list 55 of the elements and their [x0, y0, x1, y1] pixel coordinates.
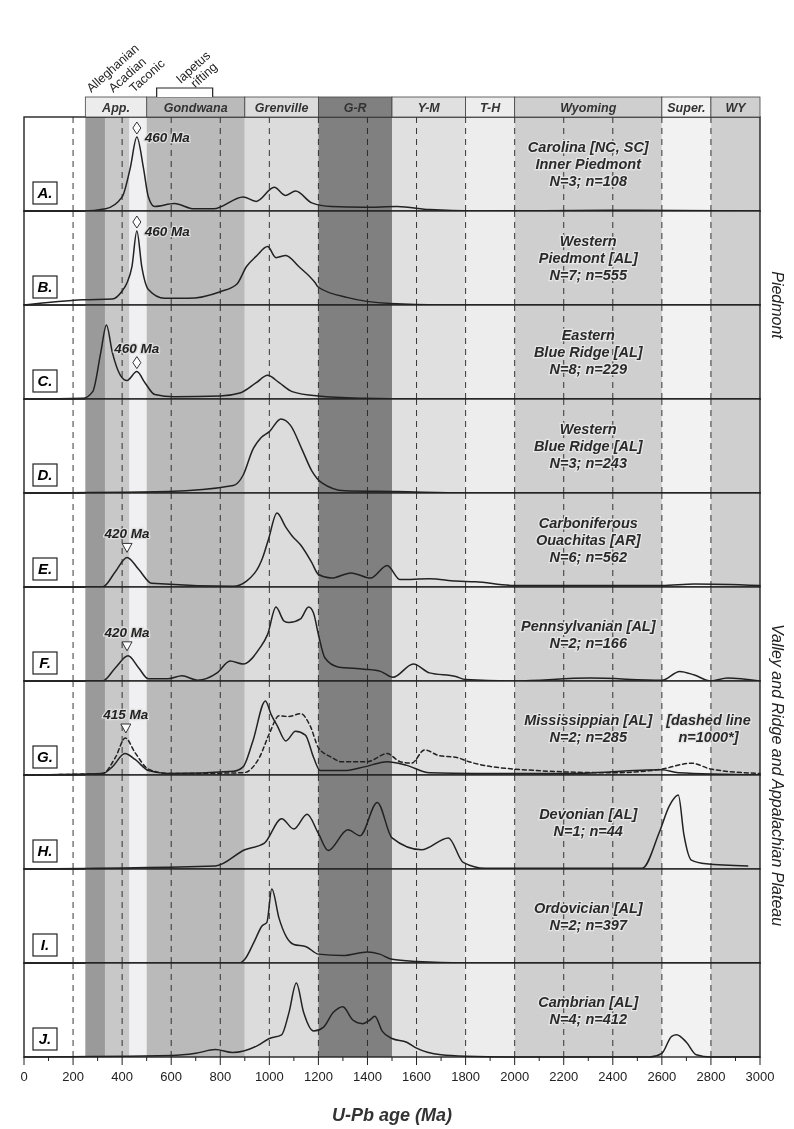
text: App.	[101, 100, 130, 115]
x-axis-title: U-Pb age (Ma)	[331, 1105, 453, 1125]
x-tick-label: 2400	[598, 1069, 628, 1084]
x-tick-label: 2800	[696, 1069, 726, 1084]
band-label: WY	[725, 100, 748, 115]
y2-axis-title: Piedmont	[769, 271, 786, 340]
annotation: D.	[37, 466, 53, 483]
annotation: Carboniferous Ouachitas [AR] N=6; n=562	[535, 515, 642, 565]
annotation: A.	[36, 184, 53, 201]
annotation: E.	[37, 560, 53, 577]
annotation: Pennsylvanian [AL] N=2; n=166	[520, 617, 657, 651]
annotation: Cambrian [AL] N=4; n=412	[538, 993, 640, 1027]
annotation: 460 Ma	[143, 224, 191, 239]
annotation: [dashed line n=1000*]	[665, 711, 751, 745]
x-tick-label: 200	[62, 1069, 84, 1084]
annotation: 460 Ma	[113, 340, 160, 356]
band-label: Y-M	[417, 100, 441, 115]
y2-axis-title: Valley and Ridge and Appalachian Plateau	[769, 623, 786, 927]
band-label: G-R	[343, 100, 367, 115]
annotation: Western Blue Ridge [AL] N=3; n=243	[533, 421, 644, 471]
annotation: 415 Ma	[102, 707, 149, 722]
x-tick-label: 0	[20, 1069, 28, 1084]
x-tick-label: 1000	[254, 1069, 284, 1084]
annotation: Western Piedmont [AL] N=7; n=555	[538, 233, 639, 283]
annotation: Mississippian [AL] N=2; n=285	[524, 711, 654, 745]
annotation: J.	[38, 1030, 52, 1047]
annotation: 420 Ma	[103, 624, 151, 640]
band-label: T-H	[480, 100, 502, 115]
x-tick-label: 2200	[549, 1069, 579, 1084]
x-tick-label: 3000	[745, 1069, 775, 1084]
annotation: Carolina [NC, SC] Inner Piedmont N=3; n=108	[527, 139, 650, 189]
band-label: Wyoming	[560, 100, 617, 115]
annotation: I.	[40, 936, 50, 953]
annotation: G.	[37, 748, 53, 765]
annotation: H.	[37, 842, 53, 859]
x-tick-label: 600	[160, 1069, 183, 1084]
x-tick-label: 1600	[402, 1069, 431, 1084]
annotation: Ordovician [AL] N=2; n=397	[533, 899, 644, 933]
annotation: F.	[39, 654, 51, 671]
x-tick-label: 1400	[353, 1069, 382, 1084]
annotation: 420 Ma	[103, 526, 151, 542]
band-label: Gondwana	[163, 100, 228, 115]
band-label: Grenville	[254, 100, 309, 115]
annotation: C.	[37, 372, 53, 389]
x-tick-label: 1800	[451, 1069, 481, 1084]
x-tick-label: 400	[111, 1069, 133, 1084]
x-tick-label: 800	[209, 1069, 232, 1084]
band-label: Super.	[667, 100, 706, 115]
x-tick-label: 2000	[500, 1069, 530, 1084]
annotation: 460 Ma	[143, 130, 191, 145]
x-tick-label: 2600	[647, 1069, 677, 1084]
annotation: Eastern Blue Ridge [AL] N=8; n=229	[533, 327, 644, 377]
x-tick-label: 1200	[303, 1069, 333, 1084]
annotation: B.	[37, 278, 53, 295]
annotation: Devonian [AL] N=1; n=44	[539, 805, 639, 839]
